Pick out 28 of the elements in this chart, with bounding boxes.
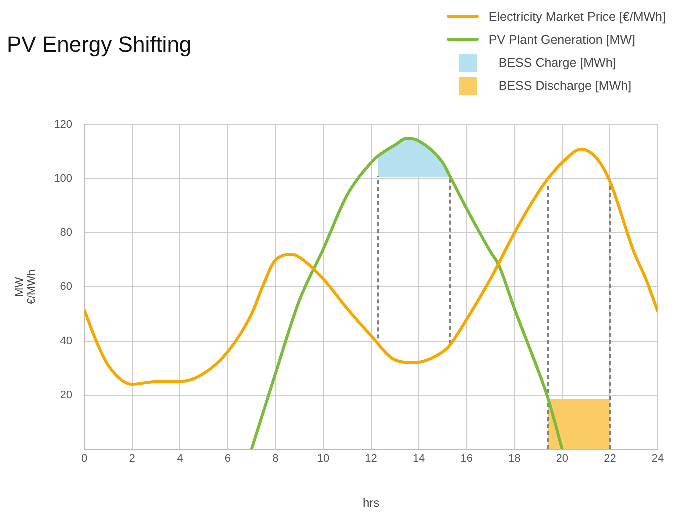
y-axis-title: MW €/MWh <box>14 270 38 305</box>
y-tick-label: 120 <box>54 119 73 132</box>
x-tick-label: 0 <box>81 453 88 466</box>
legend-label: BESS Charge [MWh] <box>498 56 616 70</box>
x-tick-label: 6 <box>224 453 231 466</box>
legend-label: BESS Discharge [MWh] <box>498 78 632 92</box>
x-tick-label: 24 <box>652 453 664 466</box>
x-tick-label: 2 <box>129 453 136 466</box>
y-tick-label: 40 <box>60 335 73 348</box>
x-axis-title: hrs <box>362 496 380 510</box>
y-tick-label: 20 <box>60 389 73 402</box>
y-tick-label: 60 <box>60 281 73 294</box>
x-tick-label: 16 <box>460 453 473 466</box>
x-tick-label: 18 <box>508 453 521 466</box>
y-tick-label: 100 <box>54 173 73 186</box>
x-tick-label: 10 <box>317 453 330 466</box>
x-tick-label: 4 <box>177 453 184 466</box>
line-series <box>84 148 658 386</box>
x-tick-label: 12 <box>365 453 378 466</box>
legend-label: PV Plant Generation [MW] <box>488 32 636 46</box>
x-tick-label: 22 <box>604 453 616 466</box>
line-series <box>250 137 564 450</box>
x-tick-label: 14 <box>412 453 426 466</box>
chart-title: PV Energy Shifting <box>7 32 192 58</box>
legend-label: Electricity Market Price [€/MWh] <box>488 10 666 24</box>
x-tick-label: 8 <box>272 453 279 466</box>
x-tick-label: 20 <box>556 453 569 466</box>
y-tick-label: 80 <box>60 227 73 240</box>
